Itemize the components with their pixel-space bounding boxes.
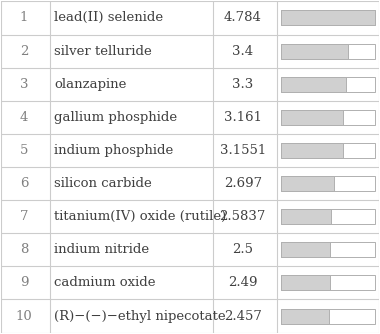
Text: 4.784: 4.784 [224,11,262,24]
Text: 2.5: 2.5 [232,243,253,256]
Bar [280,309,329,324]
Bar [280,10,375,25]
Bar [280,44,348,58]
Bar [280,77,345,92]
Text: cadmium oxide: cadmium oxide [54,277,156,290]
Text: 10: 10 [16,310,32,323]
Text: 2.697: 2.697 [224,177,262,190]
Bar [280,77,375,92]
Bar [280,209,375,224]
Text: 3.161: 3.161 [224,111,262,124]
Bar [280,276,375,290]
Text: 9: 9 [20,277,28,290]
Text: 3.1551: 3.1551 [220,144,266,157]
Text: indium nitride: indium nitride [54,243,149,256]
Text: titanium(IV) oxide (rutile): titanium(IV) oxide (rutile) [54,210,226,223]
Bar [280,242,375,257]
Bar [280,44,375,58]
Bar [280,176,334,191]
Text: 2.5837: 2.5837 [220,210,266,223]
Bar [280,143,343,158]
Text: lead(II) selenide: lead(II) selenide [54,11,163,24]
Bar [280,209,331,224]
Text: 4: 4 [20,111,28,124]
Text: indium phosphide: indium phosphide [54,144,173,157]
Text: silver telluride: silver telluride [54,44,152,57]
Text: 3.3: 3.3 [232,78,253,91]
Bar [280,10,375,25]
Text: gallium phosphide: gallium phosphide [54,111,177,124]
Text: 5: 5 [20,144,28,157]
Text: 2: 2 [20,44,28,57]
Bar [280,176,375,191]
Text: 6: 6 [20,177,28,190]
Text: 3.4: 3.4 [232,44,253,57]
Bar [280,143,375,158]
Text: 1: 1 [20,11,28,24]
Text: 7: 7 [20,210,28,223]
Bar [280,309,375,324]
Text: silicon carbide: silicon carbide [54,177,152,190]
Text: 3: 3 [20,78,28,91]
Text: 8: 8 [20,243,28,256]
Bar [280,242,330,257]
Bar [280,276,329,290]
Bar [280,110,375,125]
Text: 2.457: 2.457 [224,310,262,323]
Text: 2.49: 2.49 [228,277,258,290]
Text: olanzapine: olanzapine [54,78,127,91]
Bar [280,110,343,125]
Text: (R)−(−)−ethyl nipecotate: (R)−(−)−ethyl nipecotate [54,310,226,323]
